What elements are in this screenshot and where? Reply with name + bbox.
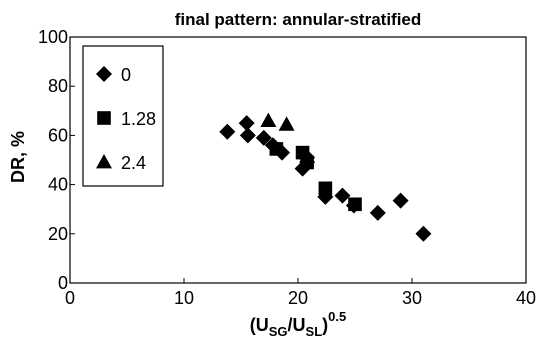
data-point-square xyxy=(269,142,284,156)
data-point-diamond xyxy=(369,204,386,221)
data-point-diamond xyxy=(238,115,255,132)
data-point-diamond xyxy=(334,187,351,204)
x-tick-label: 40 xyxy=(516,288,536,308)
data-point-diamond xyxy=(392,192,409,209)
legend-marker-square xyxy=(97,111,111,125)
legend-box xyxy=(82,45,164,187)
data-point-diamond xyxy=(255,129,272,146)
legend-label: 2.4 xyxy=(121,153,146,173)
chart-title: final pattern: annular-stratified xyxy=(175,10,422,29)
data-point-diamond xyxy=(239,127,256,144)
x-tick-label: 20 xyxy=(288,288,308,308)
legend-marker-triangle xyxy=(96,154,112,169)
data-point-square xyxy=(318,181,333,196)
data-points xyxy=(219,112,432,242)
data-point-triangle xyxy=(299,148,316,163)
data-point-diamond xyxy=(219,123,236,140)
data-point-triangle xyxy=(260,112,277,128)
x-tick-label: 0 xyxy=(65,288,75,308)
y-tick-label: 80 xyxy=(48,76,68,96)
data-point-diamond xyxy=(415,225,432,242)
x-tick-label: 10 xyxy=(174,288,194,308)
y-axis-label: DR, % xyxy=(8,131,28,183)
x-tick-label: 30 xyxy=(402,288,422,308)
axis-ticks: 0 10 20 30 40 0 20 40 60 80 100 xyxy=(38,27,536,308)
legend-marker-diamond xyxy=(96,66,112,82)
data-point-square xyxy=(348,197,362,212)
y-tick-label: 40 xyxy=(48,175,68,195)
legend-label: 1.28 xyxy=(121,109,156,129)
legend-label: 0 xyxy=(121,65,131,85)
legend: 0 1.28 2.4 xyxy=(82,45,164,187)
y-tick-label: 20 xyxy=(48,224,68,244)
x-axis-label: (USG/USL)0.5 xyxy=(250,309,347,338)
y-tick-label: 0 xyxy=(58,273,68,293)
data-point-triangle xyxy=(278,116,295,131)
y-tick-label: 60 xyxy=(48,125,68,145)
y-tick-label: 100 xyxy=(38,27,68,47)
